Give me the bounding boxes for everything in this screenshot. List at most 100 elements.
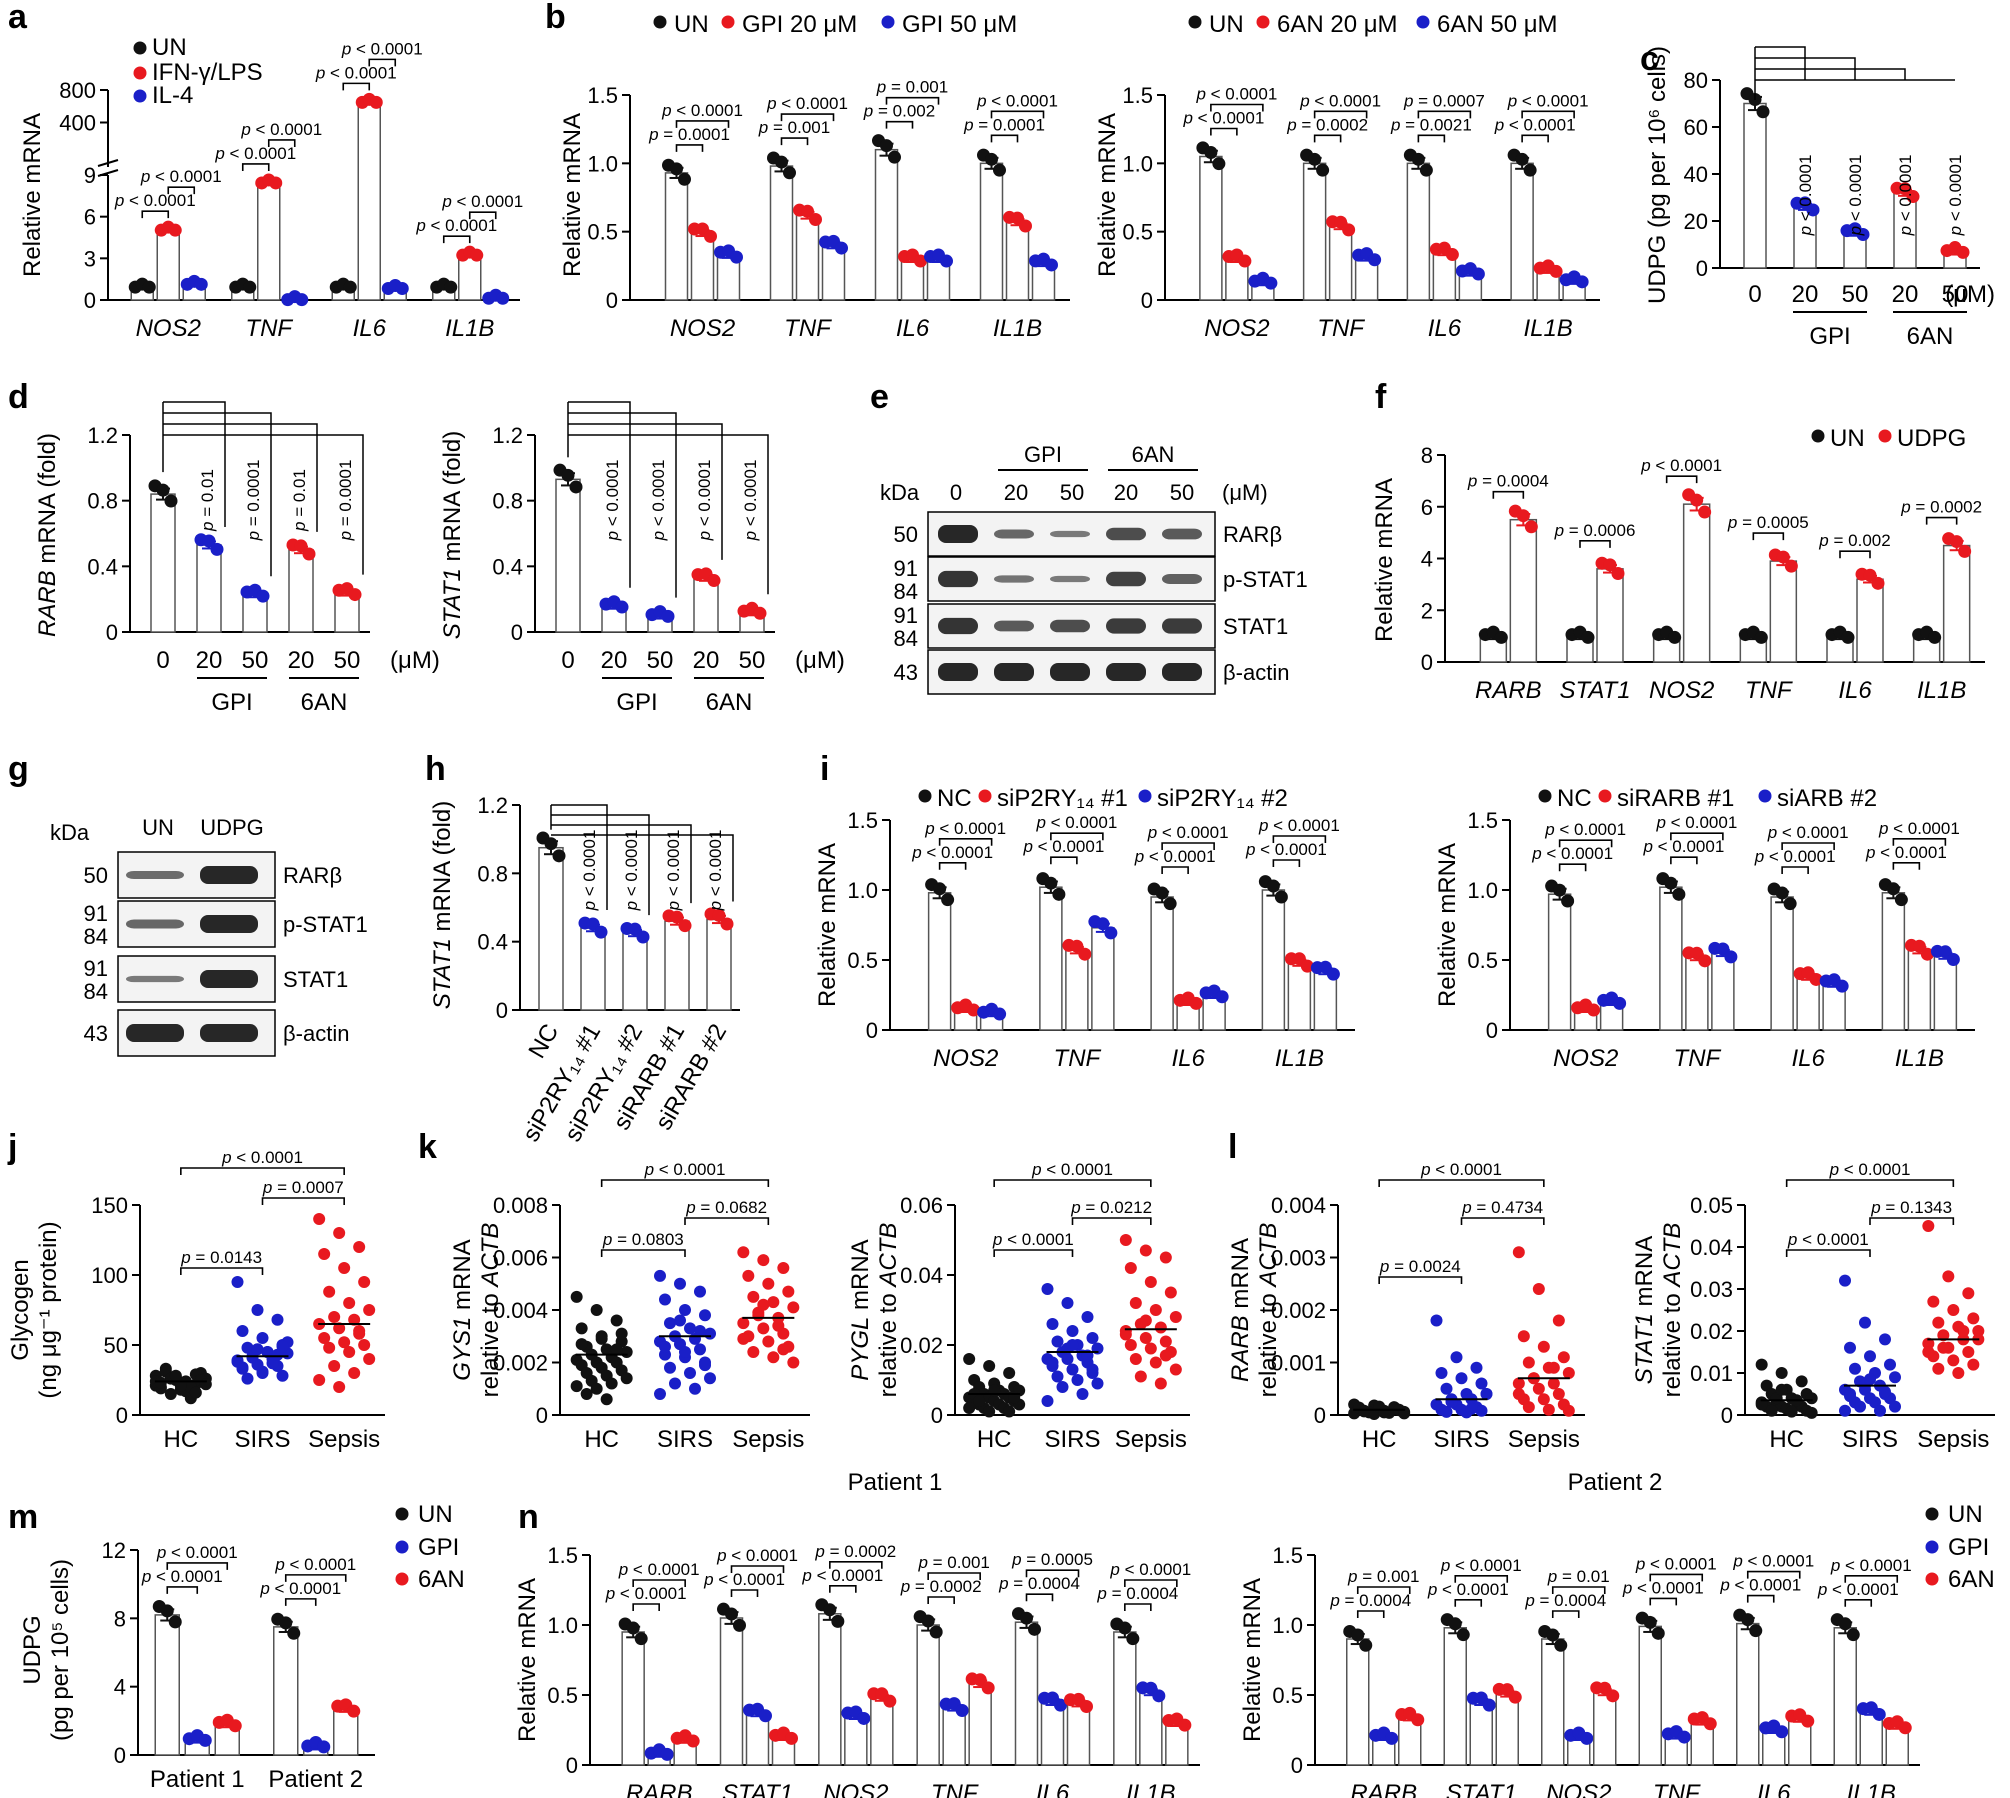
y-tick-label: 80	[1684, 68, 1708, 93]
x-category-label: IL1B	[1126, 1780, 1175, 1798]
p-value-label: p < 0.0001	[1754, 847, 1836, 866]
data-point	[590, 1382, 603, 1395]
p-value-label: p < 0.0001	[1655, 813, 1737, 832]
data-point	[1886, 882, 1900, 896]
blot-band	[200, 970, 258, 988]
data-point	[1756, 105, 1770, 119]
x-category-label: RARB	[1475, 677, 1542, 704]
data-point	[712, 908, 726, 922]
x-category-label: IL1B	[1895, 1045, 1944, 1072]
data-point	[963, 1353, 976, 1365]
panel-label-c: c	[1640, 40, 1659, 78]
p-value-label: p = 0.0803	[602, 1230, 684, 1249]
y-tick-label: 1.5	[1272, 1543, 1303, 1568]
data-point	[1163, 897, 1177, 911]
data-point	[772, 1319, 785, 1332]
x-category-label: IL1B	[993, 315, 1042, 342]
data-point	[600, 1393, 613, 1406]
data-point	[678, 919, 692, 933]
data-point	[1494, 630, 1508, 644]
data-point	[1051, 1370, 1064, 1383]
blot-band	[994, 663, 1034, 681]
y-axis-label: Relative mRNA	[514, 1578, 541, 1742]
data-point	[1611, 567, 1625, 581]
y-axis-label: (pg per 10⁵ cells)	[47, 1559, 74, 1741]
data-point	[1480, 1388, 1493, 1400]
data-point	[1580, 1731, 1594, 1745]
data-point	[1212, 157, 1226, 171]
data-point	[586, 917, 600, 931]
significance-bracket	[1454, 1599, 1483, 1607]
significance-bracket	[1785, 1249, 1871, 1257]
data-point	[1537, 1340, 1550, 1353]
x-tick-label: 20	[601, 647, 628, 674]
panel-label-b: b	[545, 0, 566, 36]
data-point	[1051, 1335, 1064, 1348]
group-label: 6AN	[1132, 442, 1175, 467]
data-point	[1351, 1628, 1365, 1642]
axis-break	[97, 159, 119, 177]
data-point	[570, 1380, 583, 1393]
legend-label: NC	[1557, 785, 1592, 812]
data-point	[1755, 1398, 1768, 1411]
bar-NC	[1881, 892, 1906, 1031]
bar-UN	[719, 1617, 744, 1766]
data-point	[1553, 883, 1567, 897]
data-point	[1967, 1312, 1980, 1325]
bar-UN	[1443, 1627, 1467, 1766]
p-value-label: p < 0.0001	[1544, 820, 1626, 839]
significance-bracket	[1492, 490, 1525, 499]
bar	[664, 920, 690, 1011]
data-point	[831, 1614, 845, 1628]
data-point	[1927, 1295, 1940, 1308]
p-value-label: p = 0.0212	[1070, 1198, 1152, 1217]
data-point	[973, 1673, 987, 1687]
x-category-label: STAT1	[722, 1780, 793, 1798]
significance-bracket	[1551, 1610, 1580, 1618]
p-value-label: p < 0.0001	[1031, 1160, 1113, 1179]
data-point	[1238, 254, 1252, 268]
unit-label: (μM)	[1222, 480, 1268, 505]
kda-header: kDa	[880, 480, 920, 505]
data-point	[1672, 887, 1686, 901]
data-point	[1854, 1400, 1866, 1413]
x-category-label: IL6	[896, 315, 930, 342]
bar-UN	[1736, 1622, 1760, 1766]
data-point	[1066, 1363, 1079, 1376]
legend-label: siP2RY₁₄ #1	[997, 785, 1128, 812]
significance-bracket	[927, 1572, 981, 1580]
data-point	[1124, 1339, 1137, 1351]
data-point	[1937, 1329, 1950, 1342]
panel-label-e: e	[870, 378, 889, 416]
data-point	[1045, 258, 1058, 272]
blot-row-label: p-STAT1	[283, 912, 368, 937]
y-tick-label: 0.5	[1122, 220, 1153, 245]
y-tick-label: 0.06	[900, 1193, 943, 1218]
data-point	[1046, 1356, 1059, 1369]
data-point	[1889, 1400, 1901, 1413]
p-value-label: p < 0.0001	[706, 830, 725, 912]
significance-bracket	[600, 1179, 770, 1187]
y-tick-label: 0.004	[493, 1298, 548, 1323]
data-point	[1516, 509, 1530, 523]
bar-UDPG	[1942, 544, 1971, 663]
data-point	[1724, 950, 1738, 964]
p-value-label: p < 0.0001	[274, 1555, 356, 1574]
y-tick-label: 0.01	[1690, 1361, 1733, 1386]
y-axis-label: (ng μg⁻¹ protein)	[35, 1221, 62, 1398]
blot-band	[126, 1024, 184, 1042]
p-value-label: p < 0.0001	[1719, 1576, 1801, 1595]
data-point	[704, 1372, 716, 1385]
bar-6AN	[968, 1683, 992, 1766]
blot-band	[938, 525, 978, 543]
y-tick-label: 0.4	[87, 554, 118, 579]
panel-label-n: n	[518, 1498, 539, 1536]
significance-bracket	[885, 96, 940, 105]
data-point	[1889, 1371, 1901, 1384]
data-point	[1872, 1707, 1886, 1721]
bar-6AN	[1495, 1692, 1519, 1766]
data-point	[1475, 1377, 1488, 1390]
blot-band	[1106, 663, 1146, 681]
data-point	[231, 1276, 244, 1288]
data-point	[395, 282, 409, 295]
